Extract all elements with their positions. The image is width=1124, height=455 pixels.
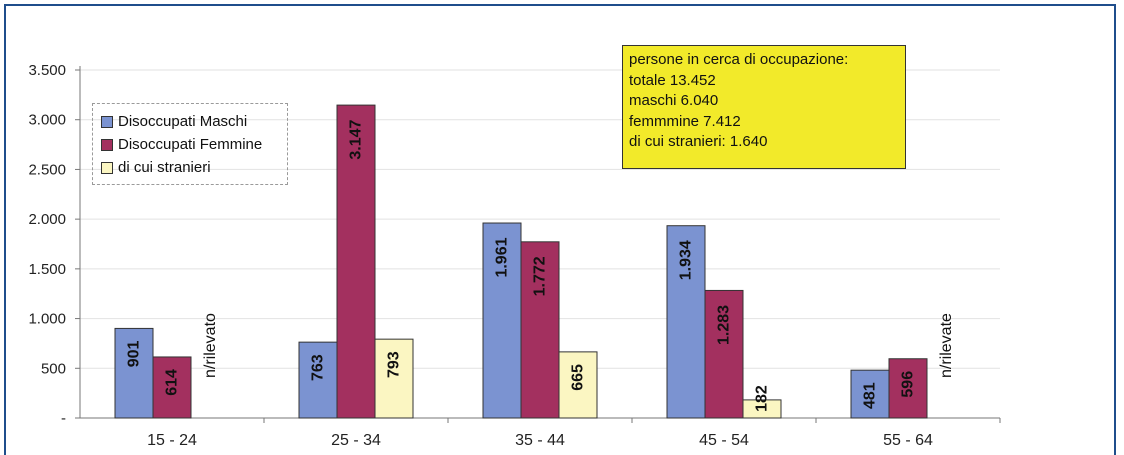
legend-label-stranieri: di cui stranieri (118, 159, 211, 176)
bar-value-label: 1.961 (494, 237, 511, 277)
x-tick-label: 25 - 34 (331, 432, 381, 449)
x-tick-label: 45 - 54 (699, 432, 749, 449)
bar-femmine (704, 289, 744, 419)
legend-swatch-femmine (101, 138, 113, 151)
legend-swatch-stranieri (101, 161, 113, 174)
annotation-maschi: maschi 6.040 (629, 92, 719, 109)
chart-frame (4, 4, 1116, 455)
bar-value-label: 1.283 (716, 305, 733, 345)
legend-item-femmine: Disoccupati Femmine (101, 133, 287, 156)
bar-femmine (336, 104, 376, 419)
x-tick-label: 55 - 64 (883, 432, 933, 449)
bar-value-label: 1.934 (678, 240, 695, 280)
bar-stranieri (374, 338, 414, 419)
bar-value-label: 596 (900, 371, 917, 398)
chart-legend: Disoccupati Maschi Disoccupati Femmine d… (92, 103, 288, 185)
y-tick-label: 1.500 (28, 261, 66, 278)
y-tick-label: 3.000 (28, 112, 66, 129)
annotation-femmine: femmmine 7.412 (629, 112, 741, 130)
y-tick-label: 500 (41, 360, 66, 377)
legend-swatch-maschi (101, 115, 113, 128)
legend-item-stranieri: di cui stranieri (101, 156, 287, 179)
bar-maschi (482, 222, 522, 419)
bar-femmine (888, 358, 928, 419)
bar-value-label: n/rilevato (202, 313, 219, 378)
y-tick-label: 2.500 (28, 161, 66, 178)
bar-value-label: 793 (386, 351, 403, 378)
annotation-title: persone in cerca di occupazione: (629, 51, 849, 68)
y-tick-label: 3.500 (28, 62, 66, 79)
bar-stranieri (742, 399, 782, 419)
y-tick-label: 2.000 (28, 211, 66, 228)
bar-value-label: n/rilevate (938, 313, 955, 378)
bar-femmine (520, 241, 560, 419)
bar-value-label: 1.772 (532, 256, 549, 296)
bar-femmine (152, 356, 192, 419)
summary-annotation-box: persone in cerca di occupazione: totale … (622, 45, 906, 169)
bar-value-label: 901 (126, 340, 143, 367)
legend-label-femmine: Disoccupati Femmine (118, 136, 263, 153)
bar-value-label: 182 (754, 385, 771, 412)
bar-maschi (114, 327, 154, 419)
annotation-stranieri: di cui stranieri: 1.640 (629, 133, 768, 150)
bar-value-label: 3.147 (348, 119, 365, 159)
bar-value-label: 665 (570, 364, 587, 391)
x-tick-label: 35 - 44 (515, 432, 565, 449)
legend-label-maschi: Disoccupati Maschi (118, 113, 248, 130)
annotation-totale: totale 13.452 (629, 71, 716, 89)
bar-stranieri (558, 351, 598, 419)
bar-value-label: 481 (862, 382, 879, 409)
bar-value-label: 763 (310, 354, 327, 381)
x-tick-label: 15 - 24 (147, 432, 197, 449)
bar-value-label: 614 (164, 369, 181, 396)
bar-maschi (298, 341, 338, 419)
y-tick-label: 1.000 (28, 311, 66, 328)
legend-item-maschi: Disoccupati Maschi (101, 110, 287, 133)
bar-maschi (850, 369, 890, 419)
y-tick-label: - (61, 410, 66, 427)
